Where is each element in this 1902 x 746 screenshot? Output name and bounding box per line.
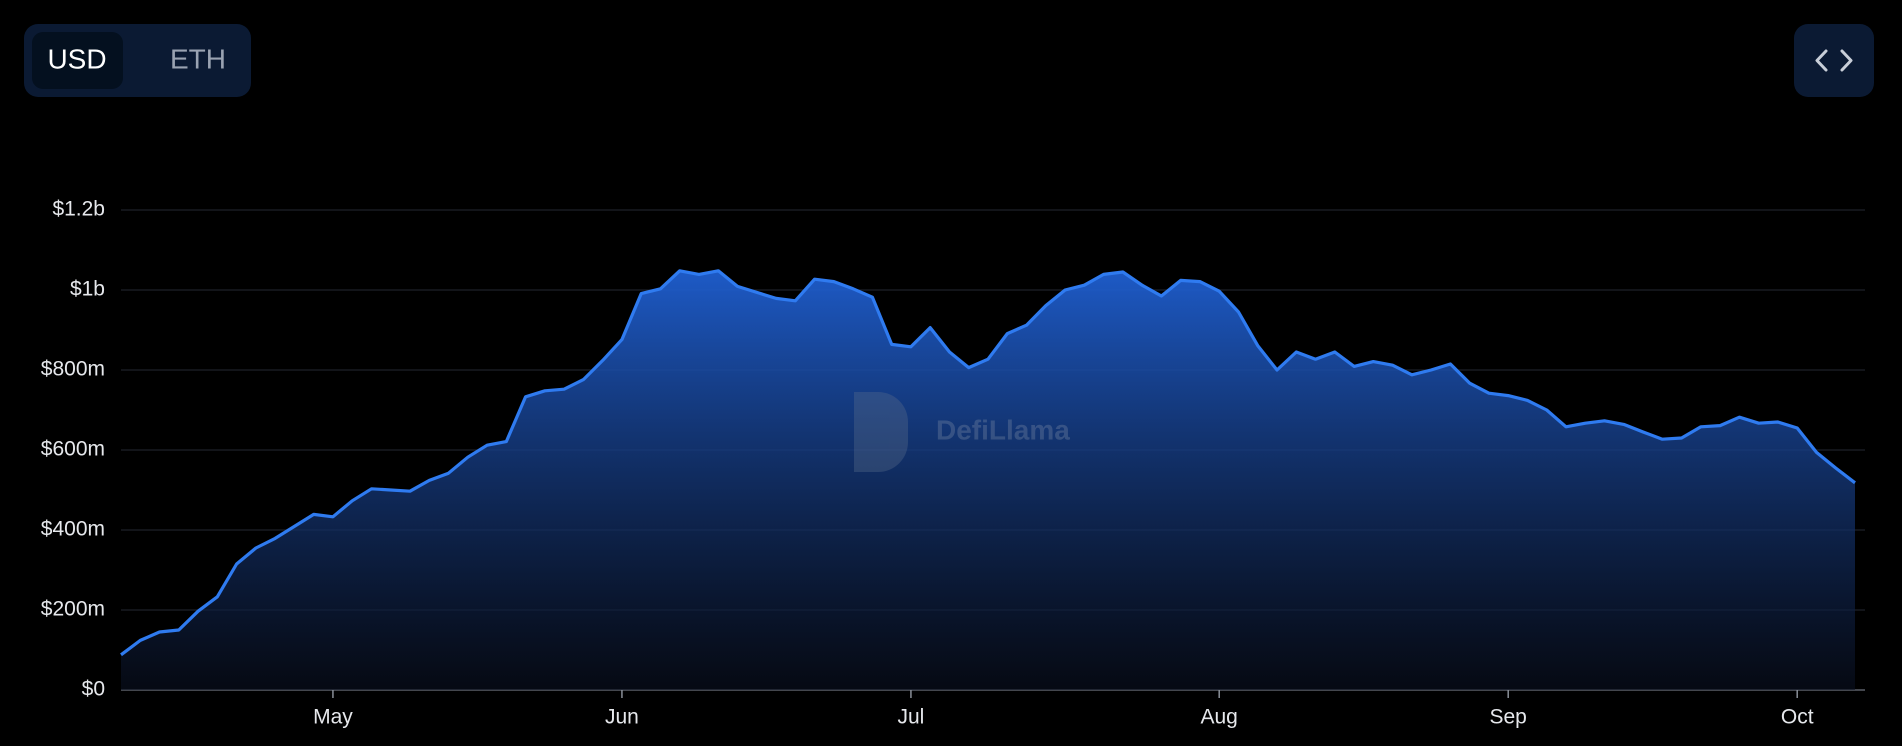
line xyxy=(120,269,1856,657)
plot: $0 $200m $400m $600m $800m $1b $1.2b May Jun Jul A… xyxy=(41,198,1865,729)
x-tick-label: Oct xyxy=(1781,706,1814,729)
y-tick-label: $200m xyxy=(41,598,105,621)
x-tick-label: May xyxy=(313,706,353,729)
embed-icon xyxy=(1815,49,1853,72)
y-tick-label: $400m xyxy=(41,518,105,541)
embed-button[interactable] xyxy=(1794,24,1874,97)
y-tick-label: $600m xyxy=(41,438,105,461)
x-tick-label: Sep xyxy=(1490,706,1527,729)
x-tick-label: Jun xyxy=(605,706,639,729)
toggle-option[interactable]: USD xyxy=(47,43,106,74)
watermark-logo xyxy=(854,392,908,472)
watermark-text: DefiLlama xyxy=(936,414,1070,445)
y-tick-label: $0 xyxy=(82,678,105,701)
toggle-option-active[interactable] xyxy=(32,32,123,89)
y-tick-label: $1b xyxy=(70,278,105,301)
toggle-option[interactable]: ETH xyxy=(170,43,226,74)
x-tick-label: Jul xyxy=(898,706,925,729)
area xyxy=(121,270,1855,690)
x-tick-label: Aug xyxy=(1201,706,1238,729)
y-tick-label: $800m xyxy=(41,358,105,381)
watermark: DefiLlama xyxy=(854,392,1070,472)
y-tick-label: $1.2b xyxy=(52,198,105,221)
